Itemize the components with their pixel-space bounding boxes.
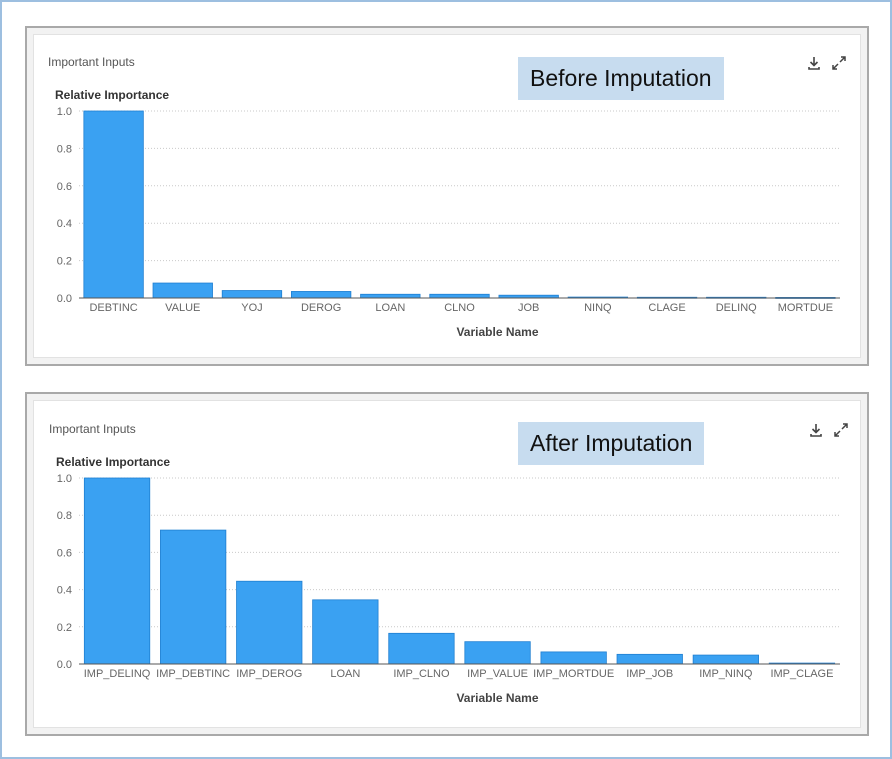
- bar[interactable]: [160, 529, 227, 665]
- bar[interactable]: [464, 641, 531, 665]
- x-tick-label: YOJ: [241, 302, 262, 314]
- x-axis-title: Variable Name: [456, 691, 538, 705]
- x-tick-label: MORTDUE: [778, 302, 833, 314]
- bar[interactable]: [388, 632, 455, 665]
- x-axis-title: Variable Name: [456, 325, 538, 339]
- y-tick-label: 0.4: [57, 585, 72, 597]
- y-tick-label: 0.4: [57, 218, 72, 230]
- x-tick-label: IMP_MORTDUE: [533, 668, 614, 680]
- bar-chart-before: 0.0 0.2 0.4 0.6 0.8 1.0 Relative Importance DEB…: [55, 88, 840, 339]
- chart-panel-before: Important Inputs Before Imputation 0.0 0.…: [25, 26, 869, 366]
- bar[interactable]: [152, 282, 213, 299]
- bar[interactable]: [83, 477, 151, 665]
- chart-card: Important Inputs Before Imputation 0.0 0.…: [33, 34, 861, 358]
- y-tick-label: 0.2: [57, 622, 72, 634]
- x-tick-label: IMP_CLNO: [393, 668, 450, 680]
- y-tick-label: 0.6: [57, 181, 72, 193]
- y-tick-label: 0.6: [57, 547, 72, 559]
- x-tick-label: IMP_VALUE: [467, 668, 528, 680]
- chart-card: Important Inputs After Imputation 0.0 0.2…: [33, 400, 861, 728]
- x-tick-label: DELINQ: [716, 302, 757, 314]
- x-tick-label: IMP_DELINQ: [84, 668, 151, 680]
- y-tick-label: 0.8: [57, 510, 72, 522]
- bar[interactable]: [221, 290, 283, 299]
- y-axis-title: Relative Importance: [55, 88, 169, 102]
- bar[interactable]: [312, 599, 379, 665]
- x-tick-label: NINQ: [584, 302, 612, 314]
- expand-icon[interactable]: [831, 55, 847, 71]
- x-tick-label: DEBTINC: [89, 302, 137, 314]
- bar[interactable]: [83, 110, 144, 299]
- bar[interactable]: [236, 580, 303, 665]
- x-tick-label: IMP_DEROG: [236, 668, 302, 680]
- overlay-label: Before Imputation: [518, 57, 724, 100]
- chart-panel-after: Important Inputs After Imputation 0.0 0.2…: [25, 392, 869, 736]
- x-tick-label: IMP_DEBTINC: [156, 668, 230, 680]
- download-icon[interactable]: [808, 422, 824, 438]
- x-tick-label: IMP_CLAGE: [770, 668, 833, 680]
- bar[interactable]: [290, 291, 352, 299]
- overlay-label: After Imputation: [518, 422, 705, 465]
- bar[interactable]: [360, 293, 421, 299]
- bar[interactable]: [540, 651, 607, 665]
- bar-chart-after: 0.0 0.2 0.4 0.6 0.8 1.0 Relative Importance IMP…: [56, 455, 840, 705]
- y-tick-label: 0.0: [57, 293, 72, 305]
- y-tick-label: 0.8: [57, 143, 72, 155]
- panel-title: Important Inputs: [48, 55, 135, 69]
- panel-title: Important Inputs: [49, 422, 136, 436]
- y-tick-label: 0.2: [57, 256, 72, 268]
- download-icon[interactable]: [806, 55, 822, 71]
- x-tick-label: DEROG: [301, 302, 341, 314]
- y-tick-label: 1.0: [57, 473, 72, 485]
- x-tick-label: VALUE: [165, 302, 200, 314]
- bar[interactable]: [429, 293, 490, 299]
- x-tick-label: JOB: [518, 302, 539, 314]
- bar[interactable]: [616, 653, 683, 665]
- y-axis-title: Relative Importance: [56, 455, 170, 469]
- x-tick-label: IMP_JOB: [626, 668, 673, 680]
- x-tick-label: CLNO: [444, 302, 475, 314]
- x-tick-label: LOAN: [375, 302, 405, 314]
- y-tick-label: 0.0: [57, 659, 72, 671]
- x-tick-label: IMP_NINQ: [699, 668, 753, 680]
- x-tick-label: LOAN: [330, 668, 360, 680]
- bar[interactable]: [692, 654, 759, 665]
- y-tick-label: 1.0: [57, 106, 72, 118]
- x-tick-label: CLAGE: [648, 302, 685, 314]
- expand-icon[interactable]: [833, 422, 849, 438]
